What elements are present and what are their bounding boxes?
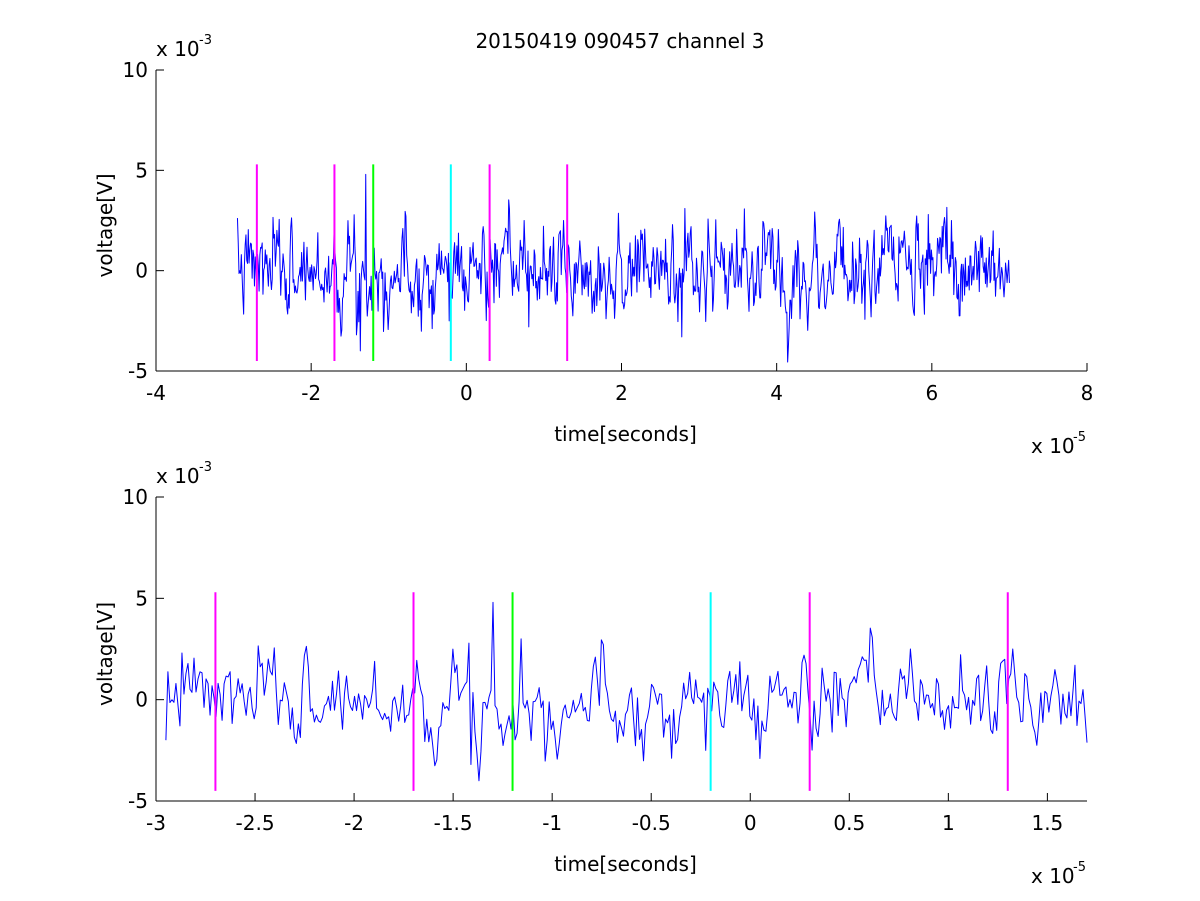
x-tick-label: -4: [146, 381, 166, 405]
x-axis-label: time[seconds]: [554, 422, 697, 446]
x-axis-exponent: -5: [1073, 860, 1086, 875]
x-tick-label: -2: [301, 381, 321, 405]
y-tick-label: -5: [128, 359, 148, 383]
y-axis-exponent: -3: [199, 460, 212, 475]
x-axis-exponent: -5: [1073, 430, 1086, 445]
figure-title: 20150419 090457 channel 3: [475, 29, 764, 53]
y-axis-label: voltage[V]: [93, 173, 117, 277]
y-tick-label: -5: [128, 789, 148, 813]
x-tick-label: 2: [615, 381, 628, 405]
y-tick-label: 10: [123, 58, 148, 82]
x-tick-label: 8: [1081, 381, 1094, 405]
x-tick-label: 4: [770, 381, 783, 405]
x-axis-label: time[seconds]: [554, 852, 697, 876]
y-axis-label: voltage[V]: [93, 602, 117, 706]
x-tick-label: -1: [542, 811, 562, 835]
y-axis-exponent: -3: [199, 33, 212, 48]
x-tick-label: -0.5: [632, 811, 671, 835]
x-axis-multiplier: x 10: [1031, 434, 1075, 458]
x-tick-label: 1: [942, 811, 955, 835]
x-tick-label: -2: [344, 811, 364, 835]
y-tick-label: 10: [123, 485, 148, 509]
x-tick-label: -1.5: [434, 811, 473, 835]
x-tick-label: -3: [146, 811, 166, 835]
y-tick-label: 5: [135, 158, 148, 182]
y-axis-multiplier: x 10: [156, 37, 200, 61]
y-tick-label: 0: [135, 688, 148, 712]
signal-trace: [165, 601, 1088, 782]
x-tick-label: 0: [744, 811, 757, 835]
x-tick-label: -2.5: [236, 811, 275, 835]
x-tick-label: 0: [460, 381, 473, 405]
signal-trace: [236, 173, 1010, 363]
y-axis-multiplier: x 10: [156, 464, 200, 488]
x-tick-label: 6: [925, 381, 938, 405]
x-tick-label: 1.5: [1031, 811, 1063, 835]
x-axis-multiplier: x 10: [1031, 864, 1075, 888]
y-tick-label: 0: [135, 259, 148, 283]
y-tick-label: 5: [135, 586, 148, 610]
x-tick-label: 0.5: [833, 811, 865, 835]
